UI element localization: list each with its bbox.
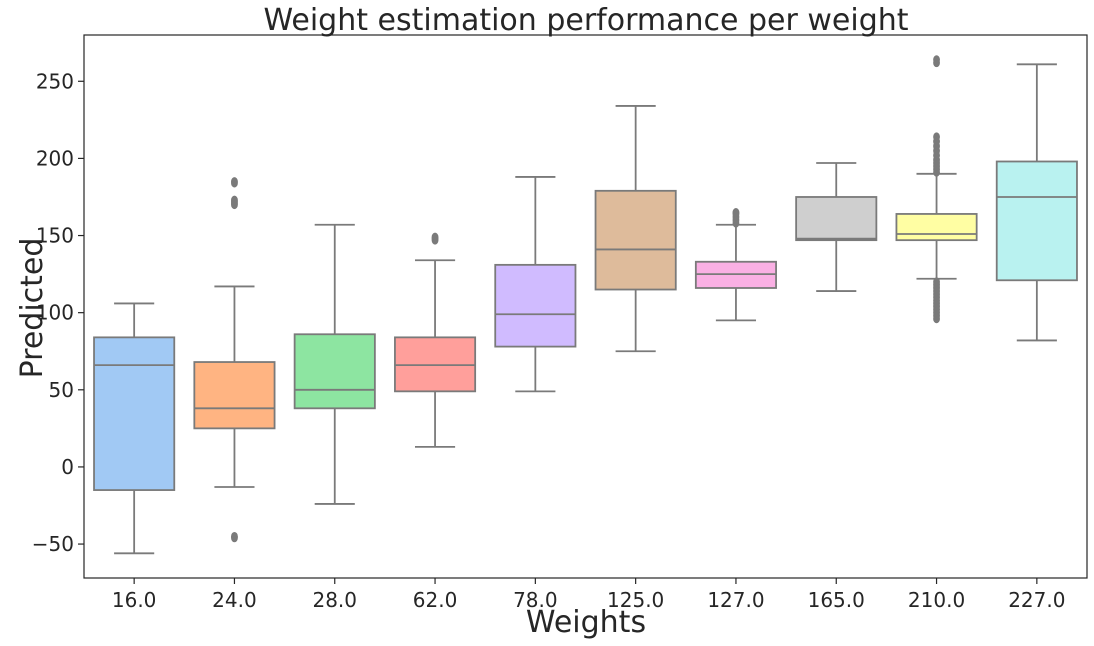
outlier-point [933, 55, 940, 65]
outlier-point [431, 232, 439, 242]
y-tick-label: 200 [36, 146, 74, 170]
x-tick-label: 227.0 [1008, 588, 1065, 612]
y-axis-label: Predicted [15, 238, 50, 379]
box-227.0 [995, 160, 1078, 282]
box-16.0 [93, 336, 176, 491]
outlier-point [231, 531, 238, 541]
outlier-point [231, 177, 238, 186]
box-125.0 [594, 189, 677, 291]
y-tick-label: −50 [32, 532, 74, 556]
plot-frame [83, 34, 1088, 579]
x-tick-label: 16.0 [112, 588, 157, 612]
box-28.0 [293, 333, 376, 410]
x-tick-label: 127.0 [707, 588, 764, 612]
x-tick-label: 62.0 [413, 588, 458, 612]
x-tick-label: 24.0 [212, 588, 257, 612]
box-210.0 [895, 213, 978, 242]
x-tick-label: 28.0 [312, 588, 357, 612]
x-tick-label: 78.0 [513, 588, 558, 612]
y-tick-label: 100 [36, 301, 74, 325]
plot-area: −50 0 50 100 150 200 250 16.0 24.0 28.0 62.0 78.0 12… [32, 55, 1078, 612]
y-tick-label: 250 [36, 69, 74, 93]
x-tick-label: 125.0 [607, 588, 664, 612]
x-axis-label: Weights [526, 605, 646, 640]
outlier-point [933, 132, 940, 142]
box-24.0 [193, 361, 276, 430]
outlier-point [732, 208, 740, 217]
x-tick-label: 165.0 [808, 588, 865, 612]
x-tick-label: 210.0 [908, 588, 965, 612]
chart-title: Weight estimation performance per weight [263, 3, 908, 38]
outlier-point [231, 195, 238, 205]
outlier-point [933, 277, 940, 287]
y-tick-label: 0 [61, 455, 74, 479]
y-tick-label: 50 [49, 378, 74, 402]
box-165.0 [795, 196, 878, 242]
box-78.0 [494, 263, 577, 348]
y-tick-label: 150 [36, 224, 74, 248]
